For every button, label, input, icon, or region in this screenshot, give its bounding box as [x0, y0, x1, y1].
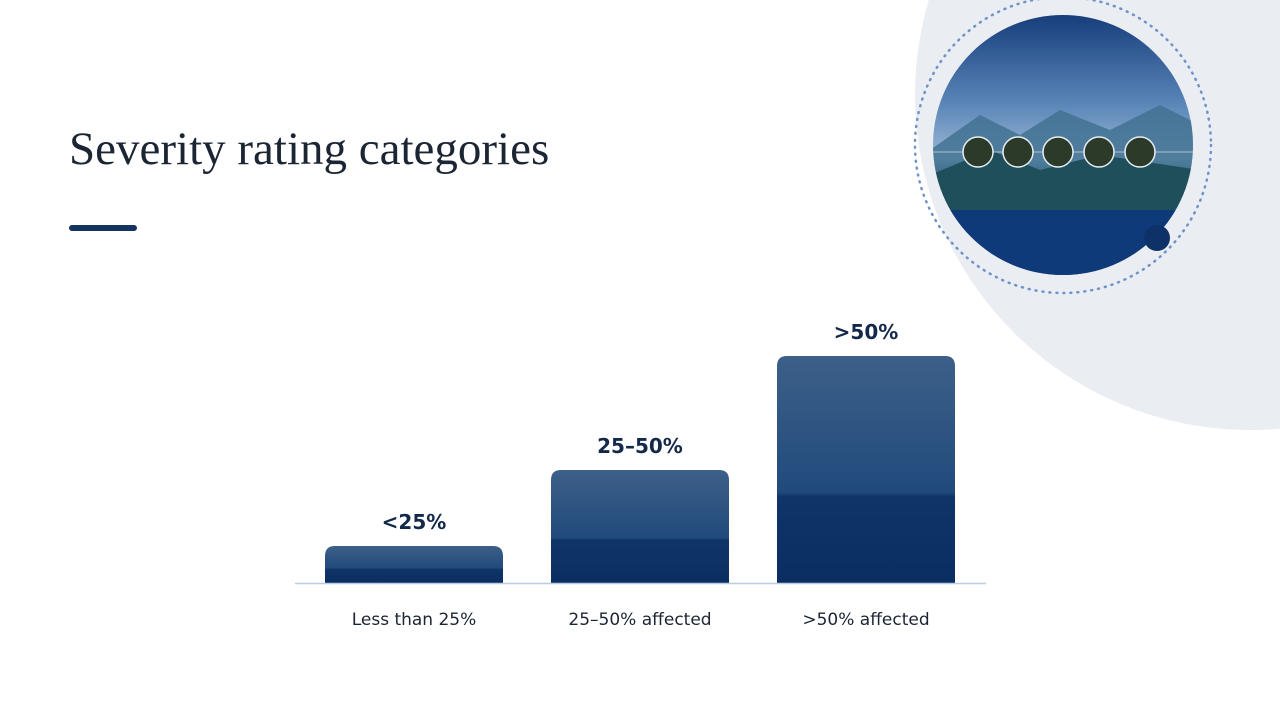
accent-dot — [1144, 225, 1170, 251]
bar-label: <25% — [382, 510, 447, 534]
title-underline — [69, 225, 137, 231]
bar — [777, 356, 955, 583]
category-label: 25–50% affected — [568, 610, 711, 630]
category-label: >50% affected — [802, 610, 929, 630]
category-label: Less than 25% — [352, 610, 477, 630]
bar-label: >50% — [834, 320, 899, 344]
slide-title: Severity rating categories — [69, 123, 549, 175]
bar — [325, 546, 503, 583]
dotted-ring — [913, 0, 1213, 295]
bar — [551, 470, 729, 583]
bar-label: 25–50% — [597, 434, 683, 458]
